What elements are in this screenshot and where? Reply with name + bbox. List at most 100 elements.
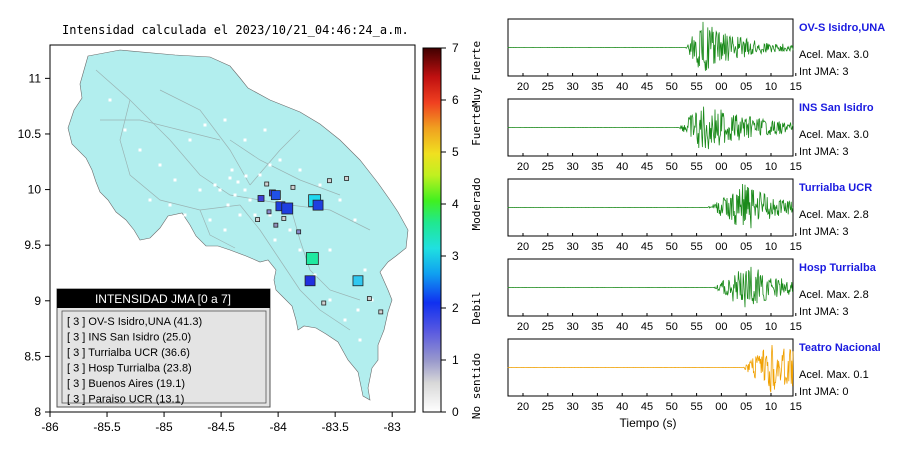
town-dot xyxy=(158,163,162,167)
waveform-panel: 20 25 30 35 40 45 50 55 00 05 10 15 Turrialba UCR Ace… xyxy=(507,178,872,253)
town-dot xyxy=(268,163,272,167)
road-network xyxy=(95,69,371,331)
colorbar-gradient xyxy=(422,47,442,413)
station-markers xyxy=(255,176,384,315)
waveform-tick-label: 35 xyxy=(591,401,603,413)
town-dot xyxy=(263,128,267,132)
town-dot xyxy=(244,174,248,178)
town-dot xyxy=(338,198,342,202)
waveform-tick-label: 45 xyxy=(641,81,653,93)
town-dot xyxy=(230,168,234,172)
station-name: OV-S Isidro,UNA xyxy=(799,22,885,34)
town-dot xyxy=(298,248,302,252)
town-dot xyxy=(148,198,152,202)
town-dot xyxy=(328,248,332,252)
town-dot xyxy=(236,180,240,184)
waveform-tick-label: 45 xyxy=(641,401,653,413)
waveform-tick-label: 50 xyxy=(666,161,678,173)
town-dot xyxy=(268,213,272,217)
jma-intensity: Int JMA: 3 xyxy=(799,306,849,318)
map-y-tick-label: 8.5 xyxy=(24,349,41,363)
waveform-tick-label: 35 xyxy=(591,241,603,253)
waveform-trace xyxy=(507,21,794,71)
colorbar-tick-label: 0 xyxy=(452,405,459,419)
map-x-axis: -86 -85.5 -85 -84.5 -84 -83.5 -83 xyxy=(41,412,401,434)
waveform-tick-label: 15 xyxy=(790,81,802,93)
town-dot xyxy=(108,98,112,102)
legend-items: [ 3 ] OV-S Isidro,UNA (41.3) [ 3 ] INS Sa… xyxy=(67,316,202,406)
station-marker xyxy=(327,178,332,184)
waveform-tick-label: 20 xyxy=(517,161,529,173)
town-dot xyxy=(188,138,192,142)
legend-item: [ 3 ] OV-S Isidro,UNA (41.3) xyxy=(67,316,202,328)
station-name: Hosp Turrialba xyxy=(799,262,877,274)
waveform-tick-label: 15 xyxy=(790,161,802,173)
waveform-tick-label: 20 xyxy=(517,401,529,413)
town-dot xyxy=(198,188,202,192)
station-marker xyxy=(264,181,270,187)
town-dot xyxy=(353,218,357,222)
station-marker xyxy=(255,217,260,223)
colorbar-tick-label: 2 xyxy=(452,301,459,315)
waveform-trace xyxy=(507,183,794,229)
colorbar-tick-label: 5 xyxy=(452,145,459,159)
jma-intensity: Int JMA: 3 xyxy=(799,226,849,238)
town-dot xyxy=(313,273,317,277)
waveform-tick-label: 00 xyxy=(715,321,727,333)
waveform-tick-label: 30 xyxy=(566,321,578,333)
jma-intensity: Int JMA: 0 xyxy=(799,386,849,398)
town-dot xyxy=(173,178,177,182)
map-y-tick-label: 10 xyxy=(28,183,42,197)
legend-header xyxy=(57,289,270,308)
jma-intensity: Int JMA: 3 xyxy=(799,66,849,78)
waveform-tick-label: 10 xyxy=(765,401,777,413)
town-dot xyxy=(273,238,277,242)
station-marker xyxy=(273,222,279,228)
waveform-tick-label: 30 xyxy=(566,241,578,253)
station-marker xyxy=(344,176,349,181)
waveform-tick-label: 40 xyxy=(616,241,628,253)
colorbar-tick-label: 4 xyxy=(452,197,459,211)
waveform-tick-label: 20 xyxy=(517,81,529,93)
town-dot xyxy=(258,173,262,177)
town-dot xyxy=(343,318,347,322)
jma-intensity: Int JMA: 3 xyxy=(799,146,849,158)
waveform-tick-label: 00 xyxy=(715,241,727,253)
time-axis-label: Tiempo (s) xyxy=(620,416,677,430)
town-dot xyxy=(233,193,237,197)
waveform-tick-label: 40 xyxy=(616,321,628,333)
town-dot xyxy=(243,188,247,192)
station-marker xyxy=(257,195,265,202)
waveform-tick-label: 10 xyxy=(765,161,777,173)
max-acceleration: Acel. Max. 3.0 xyxy=(799,49,869,61)
station-marker xyxy=(321,300,327,306)
town-dot xyxy=(288,228,292,232)
waveform-tick-label: 45 xyxy=(641,321,653,333)
map-y-axis: 11 10.5 10 9.5 9 8.5 8 xyxy=(18,71,50,419)
station-marker xyxy=(378,309,384,315)
legend-item: [ 3 ] Hosp Turrialba (23.8) xyxy=(67,363,192,375)
waveform-trace xyxy=(507,266,793,308)
town-dot xyxy=(363,268,367,272)
colorbar-tick-label: 3 xyxy=(452,249,459,263)
max-acceleration: Acel. Max. 2.8 xyxy=(799,209,869,221)
colorbar-category-label: Fuerte xyxy=(470,106,483,146)
waveform-tick-label: 40 xyxy=(616,81,628,93)
legend-list-frame xyxy=(61,310,267,404)
waveform-tick-label: 35 xyxy=(591,321,603,333)
max-acceleration: Acel. Max. 3.0 xyxy=(799,129,869,141)
waveform-tick-label: 50 xyxy=(666,81,678,93)
waveform-trace xyxy=(507,106,794,150)
waveform-tick-label: 15 xyxy=(790,321,802,333)
waveform-tick-label: 40 xyxy=(616,161,628,173)
waveform-tick-label: 20 xyxy=(517,321,529,333)
waveform-tick-label: 05 xyxy=(740,401,752,413)
waveform-tick-label: 45 xyxy=(641,241,653,253)
map-x-tick-label: -84 xyxy=(269,420,287,434)
town-dot xyxy=(228,176,232,180)
map-x-tick-label: -85.5 xyxy=(93,420,121,434)
waveform-panel: 20 25 30 35 40 45 50 55 00 05 10 15 INS San Isidro Ac… xyxy=(507,98,874,173)
waveform-tick-label: 25 xyxy=(542,241,554,253)
waveform-tick-label: 10 xyxy=(765,241,777,253)
